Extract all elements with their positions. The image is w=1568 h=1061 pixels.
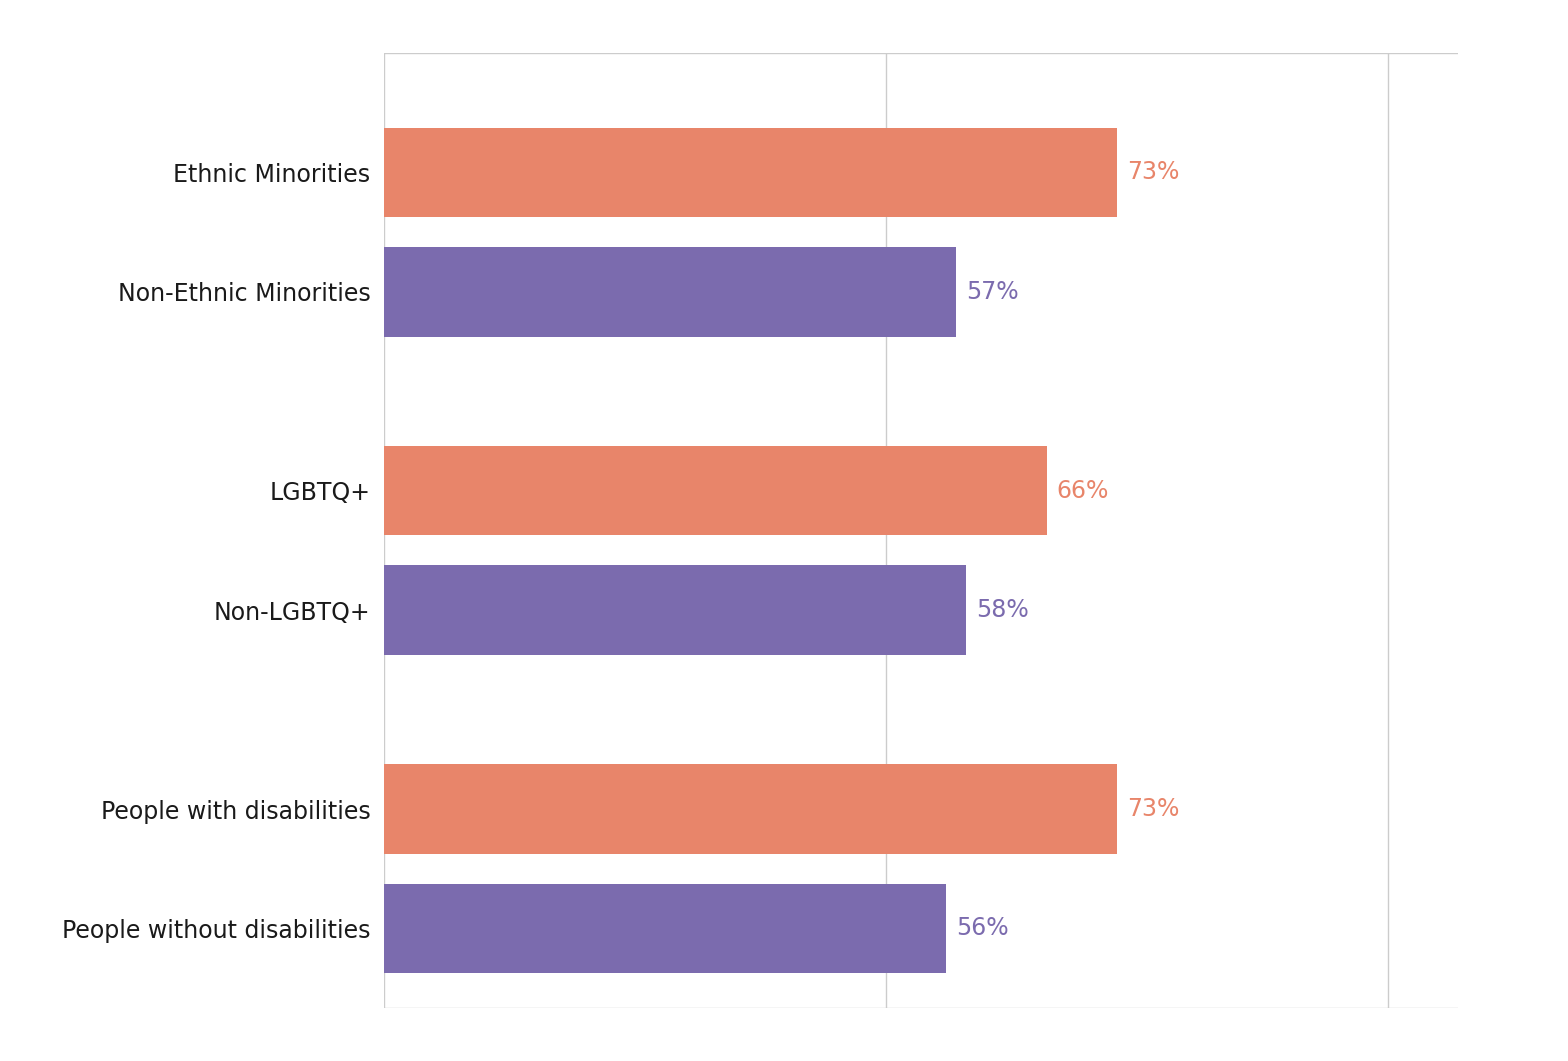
Bar xyxy=(384,247,956,336)
Text: 56%: 56% xyxy=(956,917,1008,940)
Text: 73%: 73% xyxy=(1127,160,1179,185)
Bar xyxy=(384,446,1047,536)
Bar xyxy=(384,127,1116,218)
Text: 66%: 66% xyxy=(1057,479,1109,503)
Text: 58%: 58% xyxy=(977,598,1029,622)
Text: 57%: 57% xyxy=(966,280,1019,303)
Text: 73%: 73% xyxy=(1127,797,1179,821)
Bar xyxy=(384,764,1116,854)
Bar xyxy=(384,566,966,655)
Bar xyxy=(384,884,947,973)
